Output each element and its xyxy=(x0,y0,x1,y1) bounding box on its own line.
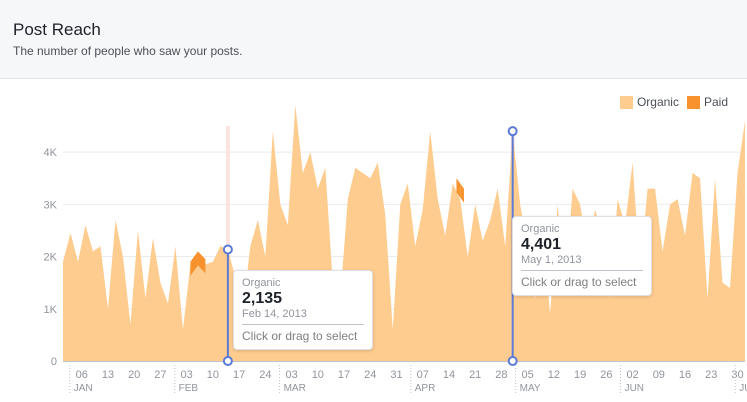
x-tick-label: 26 xyxy=(600,369,612,381)
x-tick-label: 03 xyxy=(285,369,297,381)
tooltip-value: 4,401 xyxy=(521,236,562,253)
y-tick-label: 4K xyxy=(44,147,58,159)
x-tick-label: 13 xyxy=(102,369,114,381)
x-tick-label: 12 xyxy=(548,369,560,381)
legend-label-organic: Organic xyxy=(636,95,679,109)
legend-item-organic[interactable]: Organic xyxy=(619,95,679,109)
x-month-label: APR xyxy=(415,383,436,394)
page-title: Post Reach xyxy=(13,20,101,39)
x-tick-label: 17 xyxy=(338,369,350,381)
x-month-label: FEB xyxy=(179,383,199,394)
page-subtitle: The number of people who saw your posts. xyxy=(13,44,243,58)
x-tick-label: 09 xyxy=(653,369,665,381)
x-tick-label: 27 xyxy=(154,369,166,381)
x-tick-label: 07 xyxy=(417,369,429,381)
y-tick-label: 0 xyxy=(51,356,57,368)
x-tick-label: 24 xyxy=(364,369,376,381)
x-tick-label: 21 xyxy=(469,369,481,381)
x-tick-label: 03 xyxy=(181,369,193,381)
x-tick-label: 31 xyxy=(390,369,402,381)
x-tick-label: 05 xyxy=(522,369,534,381)
tooltip-hint: Click or drag to select xyxy=(242,329,358,343)
series-area-paid xyxy=(197,251,206,274)
selection-point xyxy=(222,244,233,255)
y-tick-label: 1K xyxy=(44,304,58,316)
selection-handle xyxy=(222,356,233,366)
tooltip-hint: Click or drag to select xyxy=(521,275,637,289)
legend-item-paid[interactable]: Paid xyxy=(686,95,728,109)
y-tick-label: 2K xyxy=(44,252,58,264)
x-month-label: JAN xyxy=(74,383,93,394)
legend-swatch-paid xyxy=(686,95,700,109)
x-month-label: MAR xyxy=(284,383,306,394)
x-tick-label: 02 xyxy=(626,369,638,381)
selection-handle xyxy=(507,356,518,366)
x-tick-label: 10 xyxy=(207,369,219,381)
y-tick-label: 3K xyxy=(44,199,58,211)
tooltip-value: 2,135 xyxy=(242,290,283,307)
x-tick-label: 14 xyxy=(443,369,455,381)
tooltip-feb: Organic 2,135 Feb 14, 2013 Click or drag… xyxy=(233,270,373,350)
x-tick-label: 23 xyxy=(705,369,717,381)
tooltip-series: Organic xyxy=(242,277,281,289)
tooltip-series: Organic xyxy=(521,223,560,235)
x-tick-label: 16 xyxy=(679,369,691,381)
highlight-band xyxy=(225,126,230,361)
page-header: Post Reach The number of people who saw … xyxy=(0,0,747,79)
x-tick-label: 28 xyxy=(495,369,507,381)
x-month-label: JUN xyxy=(625,383,644,394)
series-area-paid xyxy=(190,251,198,276)
selection-point xyxy=(507,126,518,137)
tooltip-date: Feb 14, 2013 xyxy=(242,308,364,325)
x-tick-label: 19 xyxy=(574,369,586,381)
x-tick-label: 10 xyxy=(312,369,324,381)
chart-legend: Organic Paid xyxy=(612,95,728,109)
tooltip-may: Organic 4,401 May 1, 2013 Click or drag … xyxy=(512,216,652,296)
x-tick-label: 06 xyxy=(76,369,88,381)
x-month-label: JU xyxy=(739,383,747,394)
x-tick-label: 30 xyxy=(731,369,743,381)
series-area-paid xyxy=(456,178,461,198)
x-tick-label: 24 xyxy=(259,369,271,381)
x-month-label: MAY xyxy=(520,383,541,394)
x-tick-label: 20 xyxy=(128,369,140,381)
x-tick-label: 17 xyxy=(233,369,245,381)
legend-swatch-organic xyxy=(619,95,633,109)
series-area-paid xyxy=(460,183,464,203)
tooltip-date: May 1, 2013 xyxy=(521,254,643,271)
legend-label-paid: Paid xyxy=(703,95,728,109)
